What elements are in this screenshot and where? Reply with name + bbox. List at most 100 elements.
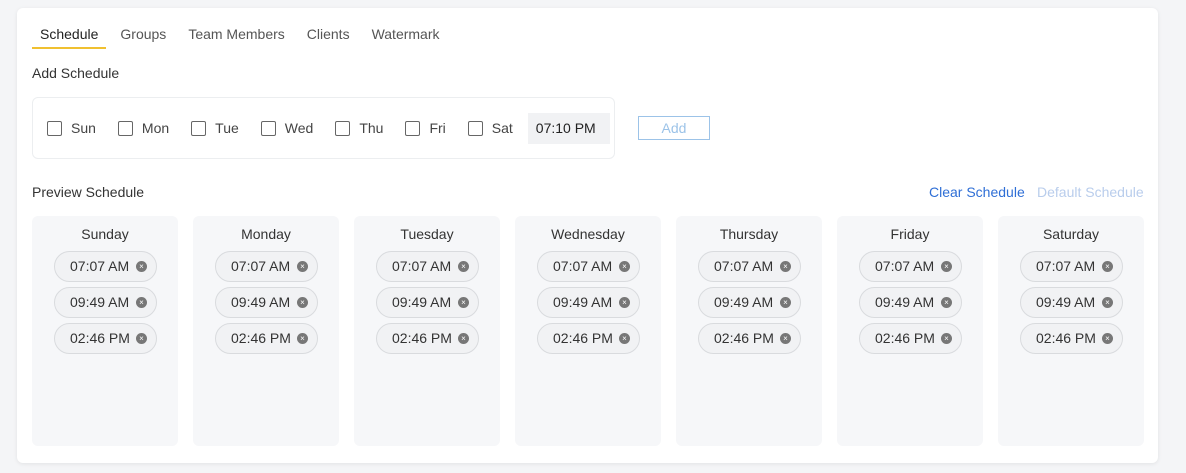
remove-icon[interactable]: × — [458, 333, 469, 344]
day-column-monday: Monday 07:07 AM × 09:49 AM × 02:46 PM × — [193, 216, 339, 446]
day-checkbox-sat[interactable]: Sat — [467, 120, 513, 136]
remove-icon[interactable]: × — [136, 333, 147, 344]
time-chip-label: 07:07 AM — [70, 258, 130, 274]
remove-icon[interactable]: × — [297, 297, 308, 308]
day-column-sunday: Sunday 07:07 AM × 09:49 AM × 02:46 PM × — [32, 216, 178, 446]
checkbox[interactable] — [335, 120, 351, 136]
add-button[interactable]: Add — [638, 116, 710, 140]
checkbox[interactable] — [117, 120, 133, 136]
checkbox[interactable] — [467, 120, 483, 136]
day-checkbox-thu[interactable]: Thu — [335, 120, 383, 136]
time-chip-label: 07:07 AM — [875, 258, 935, 274]
remove-icon[interactable]: × — [619, 261, 630, 272]
time-chip: 07:07 AM × — [698, 251, 801, 282]
time-chip-label: 07:07 AM — [1036, 258, 1096, 274]
time-chip: 02:46 PM × — [698, 323, 801, 354]
time-chip: 02:46 PM × — [1020, 323, 1123, 354]
time-chip-label: 02:46 PM — [553, 330, 613, 346]
day-heading: Sunday — [81, 226, 129, 242]
time-chip: 09:49 AM × — [376, 287, 479, 318]
checkbox[interactable] — [47, 120, 62, 136]
add-schedule-box: Sun Mon Tue Wed Thu Fri Sat 07:10 PM — [32, 97, 615, 159]
day-checkbox-sun[interactable]: Sun — [47, 120, 96, 136]
day-column-friday: Friday 07:07 AM × 09:49 AM × 02:46 PM × — [837, 216, 983, 446]
remove-icon[interactable]: × — [1102, 297, 1113, 308]
remove-icon[interactable]: × — [136, 297, 147, 308]
tab-bar: Schedule Groups Team Members Clients Wat… — [32, 24, 454, 49]
tab-groups[interactable]: Groups — [120, 26, 167, 42]
time-chip-label: 09:49 AM — [714, 294, 774, 310]
time-chip-label: 02:46 PM — [875, 330, 935, 346]
remove-icon[interactable]: × — [619, 297, 630, 308]
remove-icon[interactable]: × — [1102, 333, 1113, 344]
time-chip: 09:49 AM × — [54, 287, 157, 318]
day-label: Thu — [359, 120, 384, 136]
day-column-thursday: Thursday 07:07 AM × 09:49 AM × 02:46 PM × — [676, 216, 822, 446]
time-chip-label: 09:49 AM — [231, 294, 291, 310]
remove-icon[interactable]: × — [619, 333, 630, 344]
day-label: Tue — [215, 120, 239, 136]
day-column-saturday: Saturday 07:07 AM × 09:49 AM × 02:46 PM × — [998, 216, 1144, 446]
remove-icon[interactable]: × — [941, 297, 952, 308]
remove-icon[interactable]: × — [297, 261, 308, 272]
checkbox[interactable] — [191, 120, 207, 136]
clear-schedule-link[interactable]: Clear Schedule — [929, 184, 1025, 200]
time-chip: 02:46 PM × — [215, 323, 318, 354]
time-chip: 07:07 AM × — [54, 251, 157, 282]
time-chip: 09:49 AM × — [537, 287, 640, 318]
day-checkbox-fri[interactable]: Fri — [405, 120, 446, 136]
day-checkbox-mon[interactable]: Mon — [117, 120, 169, 136]
tab-team-members[interactable]: Team Members — [188, 26, 285, 42]
checkbox[interactable] — [405, 120, 421, 136]
tab-schedule[interactable]: Schedule — [32, 24, 107, 49]
remove-icon[interactable]: × — [458, 261, 469, 272]
time-chip-label: 07:07 AM — [714, 258, 774, 274]
checkbox[interactable] — [260, 120, 276, 136]
day-heading: Thursday — [719, 226, 779, 242]
time-chip: 07:07 AM × — [376, 251, 479, 282]
time-chip-label: 07:07 AM — [553, 258, 613, 274]
day-column-tuesday: Tuesday 07:07 AM × 09:49 AM × 02:46 PM × — [354, 216, 500, 446]
remove-icon[interactable]: × — [136, 261, 147, 272]
preview-schedule-heading: Preview Schedule — [32, 184, 145, 200]
day-checkbox-wed[interactable]: Wed — [260, 120, 314, 136]
time-chip-label: 02:46 PM — [231, 330, 291, 346]
day-label: Sat — [491, 120, 513, 136]
time-chip: 07:07 AM × — [537, 251, 640, 282]
tab-clients[interactable]: Clients — [306, 26, 350, 42]
day-heading: Wednesday — [551, 226, 625, 242]
time-chip-label: 02:46 PM — [1036, 330, 1096, 346]
time-chip-label: 09:49 AM — [392, 294, 452, 310]
time-chip: 09:49 AM × — [215, 287, 318, 318]
remove-icon[interactable]: × — [1102, 261, 1113, 272]
add-schedule-heading: Add Schedule — [32, 65, 120, 81]
day-label: Fri — [429, 120, 446, 136]
time-chip-label: 09:49 AM — [70, 294, 130, 310]
time-chip-label: 07:07 AM — [392, 258, 452, 274]
day-heading: Saturday — [1042, 226, 1100, 242]
time-chip-label: 02:46 PM — [70, 330, 130, 346]
time-chip: 07:07 AM × — [215, 251, 318, 282]
remove-icon[interactable]: × — [941, 261, 952, 272]
remove-icon[interactable]: × — [780, 261, 791, 272]
remove-icon[interactable]: × — [297, 333, 308, 344]
remove-icon[interactable]: × — [780, 297, 791, 308]
remove-icon[interactable]: × — [780, 333, 791, 344]
time-chip: 02:46 PM × — [376, 323, 479, 354]
time-chip: 07:07 AM × — [859, 251, 962, 282]
time-chip-label: 09:49 AM — [553, 294, 613, 310]
day-checkbox-tue[interactable]: Tue — [191, 120, 239, 136]
time-chip-label: 02:46 PM — [714, 330, 774, 346]
remove-icon[interactable]: × — [458, 297, 469, 308]
default-schedule-link[interactable]: Default Schedule — [1037, 184, 1144, 200]
time-chip: 09:49 AM × — [859, 287, 962, 318]
tab-watermark[interactable]: Watermark — [371, 26, 440, 42]
time-input[interactable]: 07:10 PM — [527, 112, 610, 144]
day-label: Sun — [71, 120, 96, 136]
time-chip-label: 09:49 AM — [1036, 294, 1096, 310]
time-chip: 07:07 AM × — [1020, 251, 1123, 282]
time-chip: 09:49 AM × — [1020, 287, 1123, 318]
time-chip: 02:46 PM × — [54, 323, 157, 354]
day-label: Wed — [284, 120, 314, 136]
remove-icon[interactable]: × — [941, 333, 952, 344]
